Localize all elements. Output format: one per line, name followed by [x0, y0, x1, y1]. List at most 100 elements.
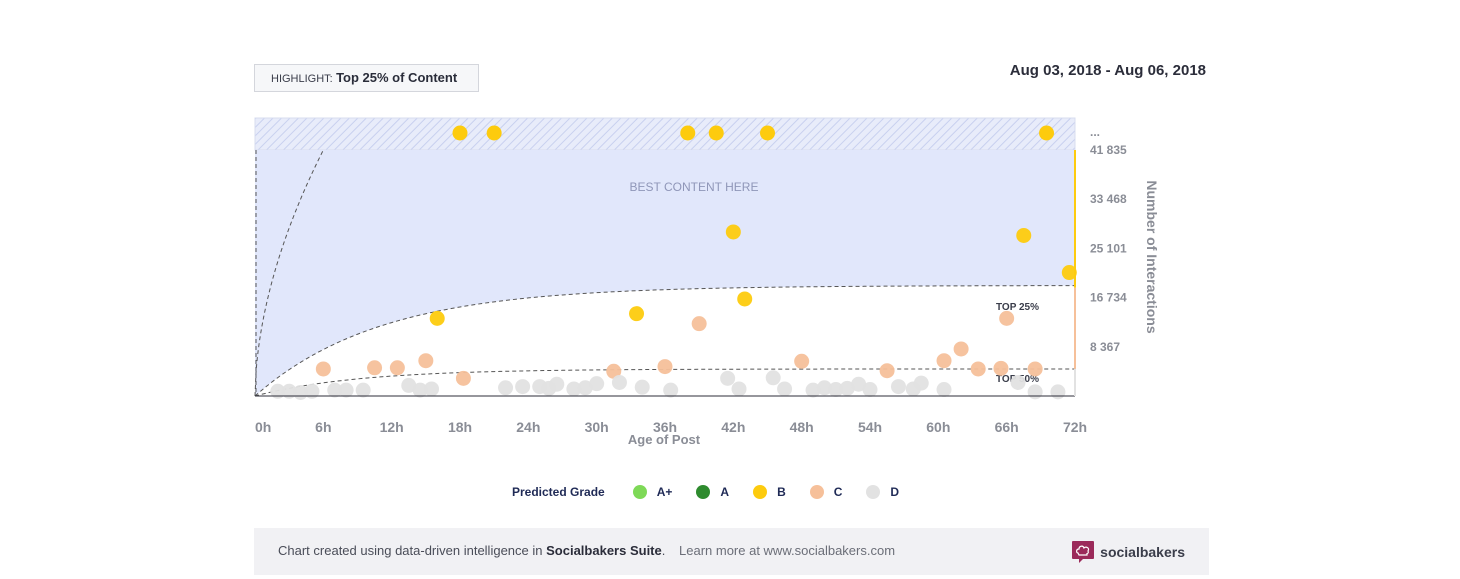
x-tick-label: 24h: [516, 419, 540, 435]
legend-label: D: [890, 485, 900, 499]
data-point-d: [589, 376, 605, 392]
data-point-d: [805, 382, 821, 398]
data-point-d: [412, 382, 428, 398]
footer-learn-more-link[interactable]: Learn more at www.socialbakers.com: [679, 543, 896, 558]
y-tick-label: 8 367: [1090, 340, 1120, 354]
footer-text: Chart created using data-driven intellig…: [278, 543, 895, 558]
data-point-d: [777, 381, 793, 397]
legend-item-b[interactable]: B: [753, 485, 786, 499]
data-point-d: [281, 383, 297, 399]
x-tick-label: 0h: [255, 419, 271, 435]
data-point-d: [338, 382, 354, 398]
legend-label: A+: [656, 485, 673, 499]
date-range: Aug 03, 2018 - Aug 06, 2018: [1009, 62, 1206, 79]
overflow-point-b: [708, 125, 724, 141]
data-point-d: [1010, 374, 1026, 390]
data-point-c: [315, 361, 331, 377]
legend-label: C: [833, 485, 843, 499]
data-point-c: [879, 363, 895, 379]
data-point-c: [794, 353, 810, 369]
socialbakers-logo[interactable]: socialbakers: [1072, 541, 1185, 563]
data-point-d: [549, 376, 565, 392]
overflow-point-b: [680, 125, 696, 141]
chef-hat-icon: [1072, 541, 1095, 563]
data-point-d: [765, 370, 781, 386]
data-point-d: [577, 380, 593, 396]
data-point-d: [828, 382, 844, 398]
best-content-label: BEST CONTENT HERE: [630, 180, 759, 194]
data-point-c: [657, 359, 673, 375]
y-overflow-label: ...: [1090, 125, 1100, 139]
footer-prefix: Chart created using data-driven intellig…: [278, 543, 543, 558]
data-point-d: [936, 382, 952, 398]
data-point-d: [913, 375, 929, 391]
y-tick-label: 41 835: [1090, 143, 1127, 157]
data-point-d: [816, 380, 832, 396]
data-point-c: [418, 353, 434, 369]
footer-banner: Chart created using data-driven intellig…: [254, 528, 1209, 575]
data-point-b: [1061, 265, 1077, 281]
overflow-point-b: [1039, 125, 1055, 141]
highlight-value: Top 25% of Content: [336, 70, 458, 85]
legend-dot-c: [809, 485, 824, 499]
y-tick-label: 25 101: [1090, 241, 1127, 255]
legend-label: A: [720, 485, 730, 499]
data-point-d: [720, 370, 736, 386]
data-point-b: [429, 310, 445, 326]
data-point-c: [367, 360, 383, 376]
x-axis-title: Age of Post: [628, 432, 701, 447]
legend-item-a[interactable]: A: [696, 485, 729, 499]
x-tick-label: 54h: [858, 419, 882, 435]
highlight-prefix: HIGHLIGHT:: [271, 73, 333, 85]
data-point-d: [731, 381, 747, 397]
chart-legend: Predicted Grade A+ A B C D: [512, 483, 923, 501]
legend-label: B: [777, 485, 786, 499]
data-point-b: [1016, 227, 1032, 243]
legend-item-d[interactable]: D: [866, 485, 899, 499]
data-point-c: [999, 310, 1015, 326]
logo-text: socialbakers: [1100, 544, 1185, 560]
data-point-c: [1027, 361, 1043, 377]
data-point-c: [455, 370, 471, 386]
data-point-c: [606, 363, 622, 379]
data-point-d: [566, 381, 582, 397]
x-tick-label: 12h: [380, 419, 404, 435]
best-content-zone: [255, 150, 1075, 396]
data-point-c: [389, 360, 405, 376]
data-point-d: [851, 376, 867, 392]
data-point-c: [970, 361, 986, 377]
highlight-selector[interactable]: HIGHLIGHT: Top 25% of Content: [254, 64, 479, 92]
legend-item-c[interactable]: C: [809, 485, 843, 499]
legend-dot-a: [696, 485, 711, 499]
data-point-d: [1027, 384, 1043, 400]
data-point-b: [629, 306, 645, 322]
y-axis-title: Number of Interactions: [1144, 180, 1160, 333]
legend-dot-a-plus: [632, 485, 647, 499]
x-tick-label: 66h: [995, 419, 1019, 435]
x-tick-label: 36h: [653, 419, 677, 435]
legend-dot-b: [753, 485, 768, 499]
legend-item-a-plus[interactable]: A+: [632, 485, 673, 499]
data-point-c: [691, 316, 707, 332]
top25-curve: [254, 285, 1076, 397]
legend-dot-d: [866, 485, 881, 499]
x-tick-label: 6h: [315, 419, 331, 435]
data-point-b: [737, 291, 753, 307]
data-point-d: [401, 377, 417, 393]
data-point-d: [270, 383, 286, 399]
data-point-d: [862, 382, 878, 398]
x-tick-label: 42h: [721, 419, 745, 435]
data-point-d: [304, 383, 320, 399]
top25-label: TOP 25%: [996, 302, 1039, 313]
data-point-c: [936, 353, 952, 369]
x-tick-label: 60h: [926, 419, 950, 435]
y-tick-label: 33 468: [1090, 192, 1127, 206]
data-point-d: [663, 382, 679, 398]
data-point-d: [515, 379, 531, 395]
overflow-point-b: [760, 125, 775, 141]
data-point-d: [498, 380, 514, 396]
data-point-d: [355, 382, 371, 398]
x-tick-label: 48h: [790, 419, 814, 435]
overflow-point-b: [486, 125, 502, 141]
